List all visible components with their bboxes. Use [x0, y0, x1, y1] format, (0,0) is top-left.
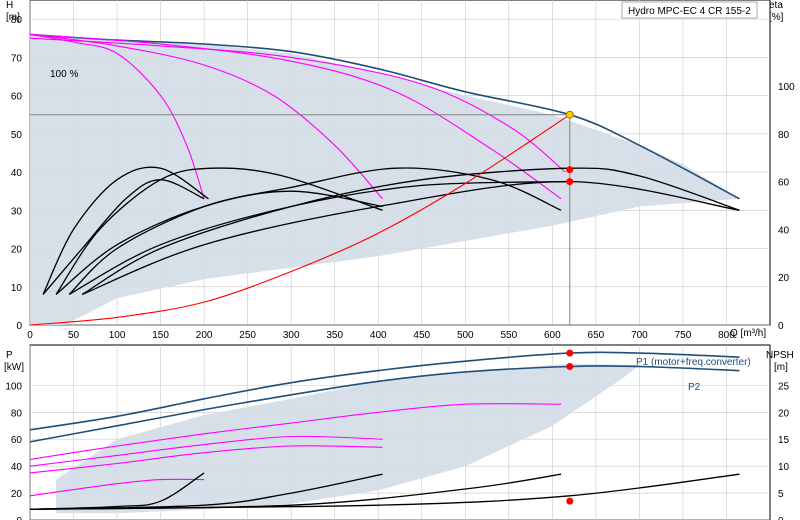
upper-series-lines [29, 33, 740, 326]
x-tick-label: 400 [370, 330, 387, 341]
y-tick-label: 10 [11, 283, 23, 294]
x-tick-label: 100 [109, 330, 126, 341]
upper-y2-label-line1: eta [769, 0, 783, 11]
y-tick-label: 70 [11, 53, 23, 64]
lower-y-label-line1: P [6, 350, 13, 361]
lower-y2-label-line2: [m] [774, 362, 788, 373]
upper-series-line-2 [29, 33, 384, 200]
lower-ticks: 0 20 40 60 80 100 0 5 10 15 20 25 [5, 381, 789, 520]
x-tick-label: 800 [718, 330, 735, 341]
eta-marker-0 [566, 166, 574, 174]
upper-series-line-0 [29, 33, 740, 200]
lower-series-line-9 [29, 473, 740, 510]
y-tick-label: 60 [11, 92, 23, 103]
x-tick-label: 50 [68, 330, 80, 341]
y-tick-label: 20 [11, 245, 23, 256]
lower-marker-1 [566, 363, 574, 371]
lower-y-tick-label: 80 [11, 408, 23, 419]
y-tick-label: 30 [11, 206, 23, 217]
x-tick-label: 750 [675, 330, 692, 341]
duty-point-marker [565, 110, 574, 119]
title-box [621, 1, 758, 19]
lower-y2-tick-label: 0 [778, 516, 784, 520]
legend-p1: P1 (motor+freq.converter) [636, 357, 751, 368]
x-tick-label: 350 [326, 330, 343, 341]
y-tick-label: 40 [11, 168, 23, 179]
y2-tick-label: 20 [778, 273, 790, 284]
lower-y2-tick-label: 25 [778, 381, 790, 392]
upper-series-line-9 [42, 179, 205, 295]
y-tick-label: 50 [11, 130, 23, 141]
lower-y2-tick-label: 10 [778, 462, 790, 473]
y2-tick-label: 0 [778, 321, 784, 332]
lower-y2-tick-label: 20 [778, 408, 790, 419]
lower-marker-2 [566, 497, 574, 505]
lower-y-tick-label: 0 [16, 516, 22, 520]
upper-y-label-line1: H [6, 0, 13, 11]
upper-chart: 0 50 100 150 200 250 300 350 400 450 500 550 600 650 7… [6, 0, 795, 341]
lower-y2-tick-label: 5 [778, 489, 784, 500]
upper-series-line-7 [68, 167, 562, 295]
upper-series-line-13 [29, 114, 571, 326]
lower-series-line-4 [29, 445, 383, 474]
x-tick-label: 450 [413, 330, 430, 341]
x-tick-label: 150 [152, 330, 169, 341]
lower-y-tick-label: 20 [11, 489, 23, 500]
upper-series-line-4 [29, 37, 566, 173]
x-tick-label: 250 [239, 330, 256, 341]
lower-y-tick-label: 40 [11, 462, 23, 473]
y-tick-label: 0 [16, 321, 22, 332]
annotation-100-percent: 100 % [50, 69, 78, 80]
upper-series-line-3 [29, 33, 562, 200]
lower-series-line-1 [29, 365, 740, 443]
x-tick-label: 650 [588, 330, 605, 341]
lower-y-tick-label: 60 [11, 435, 23, 446]
lower-series-line-5 [29, 478, 205, 497]
x-tick-label: 600 [544, 330, 561, 341]
lower-series-line-2 [29, 403, 562, 460]
x-tick-label: 550 [500, 330, 517, 341]
x-tick-label: 500 [457, 330, 474, 341]
y2-tick-label: 100 [778, 82, 795, 93]
upper-operating-envelope [30, 34, 740, 326]
upper-series-line-6 [55, 167, 383, 295]
upper-series-line-11 [68, 180, 570, 295]
lower-marker-0 [566, 349, 574, 357]
y2-tick-label: 80 [778, 130, 790, 141]
y2-tick-label: 40 [778, 225, 790, 236]
eta-marker-1 [566, 178, 574, 186]
lower-y-tick-label: 100 [5, 381, 22, 392]
upper-series-line-1 [29, 33, 205, 199]
lower-series-line-3 [29, 435, 383, 467]
legend-p2: P2 [688, 382, 701, 393]
upper-y2-label-line2: [%] [769, 12, 784, 23]
x-tick-label: 0 [27, 330, 33, 341]
upper-series-line-12 [81, 180, 740, 296]
lower-series-line-0 [29, 351, 740, 431]
upper-ticks: 0 50 100 150 200 250 300 350 400 450 500 550 600 650 7… [11, 15, 795, 341]
chart-title: Hydro MPC-EC 4 CR 155-2 [628, 6, 751, 17]
x-tick-label: 700 [631, 330, 648, 341]
upper-x-label: Q [m³/h] [730, 328, 766, 339]
lower-y-label-line2: [kW] [4, 362, 24, 373]
y2-tick-label: 60 [778, 178, 790, 189]
y-tick-label: 80 [11, 15, 23, 26]
lower-chart: 0 20 40 60 80 100 0 5 10 15 20 25 P [kW] NPSH [m] P… [4, 344, 794, 520]
upper-series-line-8 [81, 167, 740, 295]
upper-y-label-line2: [m] [6, 12, 20, 23]
lower-y2-tick-label: 15 [778, 435, 790, 446]
upper-series-line-10 [55, 190, 383, 295]
x-tick-label: 200 [196, 330, 213, 341]
lower-series-lines [29, 349, 740, 510]
lower-y2-label-line1: NPSH [766, 350, 794, 361]
x-tick-label: 300 [283, 330, 300, 341]
lower-operating-envelope [56, 363, 640, 514]
